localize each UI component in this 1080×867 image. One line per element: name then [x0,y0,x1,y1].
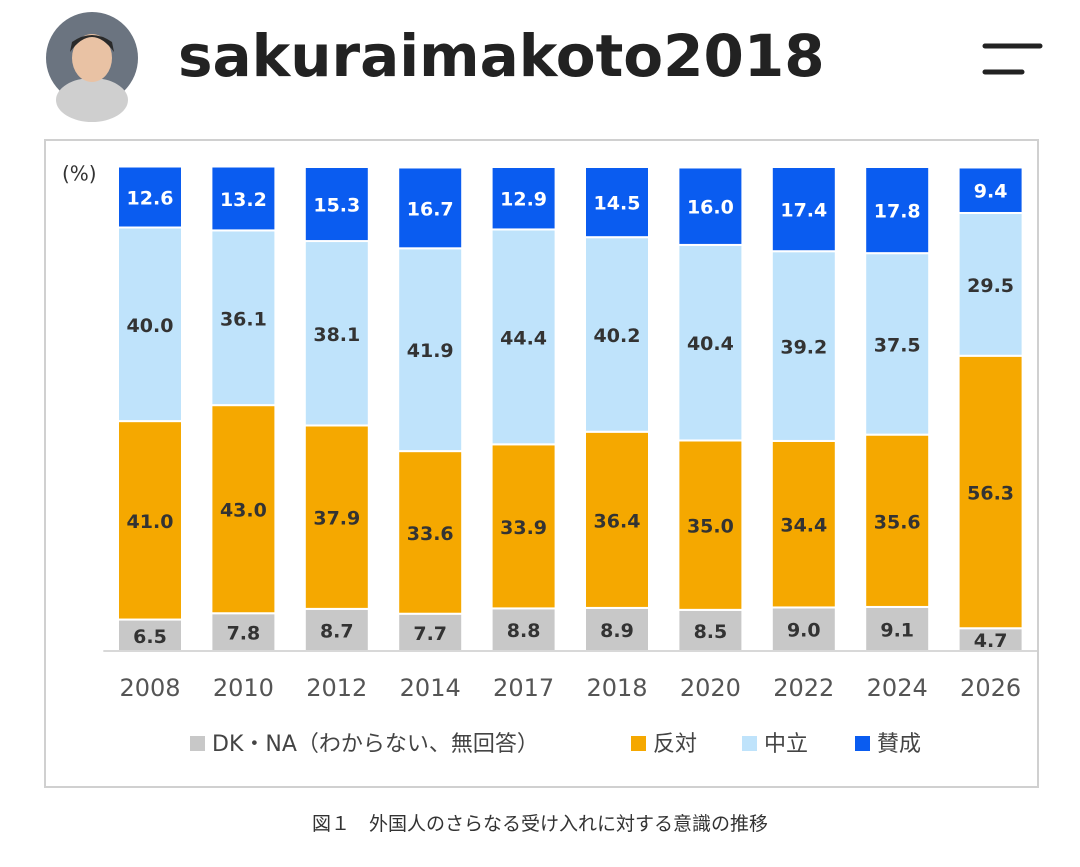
caption: 図１ 外国人のさらなる受け入れに対する意識の推移 [312,813,768,835]
bar-segment [677,243,744,442]
bar-segment [490,228,557,446]
username[interactable]: sakuraimakoto2018 [178,22,825,90]
y-unit-label: (%) [62,162,97,186]
bar-segment [210,165,277,232]
bar-segment [490,443,557,610]
menu-icon[interactable] [982,43,1043,75]
bar-segment [864,166,931,255]
bar-segment [117,618,183,652]
data-label: 40.0 [127,315,174,337]
data-label: 41.9 [407,340,454,362]
bar-segment [957,166,1024,214]
data-label: 37.5 [874,334,921,356]
data-label: 56.3 [967,483,1014,505]
data-label: 37.9 [313,508,360,530]
x-tick-label: 2024 [867,674,928,702]
data-label: 7.8 [227,623,261,645]
bar-segment [210,404,277,615]
bar-segment [397,450,464,615]
bar-segment [864,433,931,608]
data-label: 36.4 [594,510,641,532]
bar-segment [303,424,370,610]
data-label: 29.5 [967,275,1014,297]
bar-segment [584,430,650,609]
bar-segment [677,166,744,246]
bar-segment [397,612,464,652]
legend-swatch [742,736,757,751]
data-label: 8.5 [694,621,728,643]
bar-segment [957,354,1024,630]
bar-segment [397,166,464,250]
x-tick-label: 2018 [586,674,647,702]
data-label: 39.2 [780,337,827,359]
avatar-hair [70,35,114,52]
bar-segment [210,229,277,407]
x-tick-label: 2008 [119,674,180,702]
data-label: 35.6 [874,511,921,533]
x-tick-label: 2020 [680,674,741,702]
bar-segment [584,606,650,653]
data-label: 9.4 [974,181,1008,203]
bar-segment [210,612,277,652]
x-tick-label: 2022 [773,674,834,702]
bar-segment [397,247,464,453]
x-tick-label: 2010 [213,674,274,702]
x-tick-label: 2026 [960,674,1021,702]
data-label: 33.9 [500,517,547,539]
data-label: 43.0 [220,500,267,522]
legend-swatch [190,736,205,751]
data-label: 41.0 [127,511,174,533]
data-label: 13.2 [220,189,267,211]
data-label: 12.9 [500,189,547,211]
data-label: 34.4 [780,515,827,537]
legend-label: 賛成 [877,732,921,757]
bar-segment [770,606,837,653]
data-label: 33.6 [407,523,454,545]
data-label: 17.4 [780,200,827,222]
data-label: 4.7 [974,630,1008,652]
avatar[interactable] [46,12,138,122]
data-label: 16.0 [687,197,734,219]
bar-segment [584,166,650,239]
bar-segment [770,250,837,442]
data-label: 14.5 [594,193,641,215]
data-label: 17.8 [874,201,921,223]
data-label: 16.7 [407,198,454,220]
legend-label: 反対 [653,732,697,757]
data-label: 8.9 [600,620,634,642]
data-label: 44.4 [500,327,547,349]
data-label: 8.8 [507,620,541,642]
bar-segment [770,166,837,253]
legend-label: 中立 [764,732,808,757]
bar-segment [303,166,370,243]
x-tick-label: 2012 [306,674,367,702]
data-label: 36.1 [220,308,267,330]
bar-segment [117,420,183,621]
avatar-face [72,34,112,82]
data-label: 40.4 [687,333,734,355]
legend-swatch [631,736,646,751]
bar-segment [770,439,837,609]
data-label: 12.6 [127,188,174,210]
bar-segment [117,165,183,229]
x-tick-label: 2017 [493,674,554,702]
data-label: 38.1 [313,324,360,346]
data-label: 9.1 [880,619,914,641]
avatar-body [56,78,128,122]
legend-label: DK・NA（わからない、無回答） [212,732,539,757]
data-label: 6.5 [133,626,167,648]
data-label: 15.3 [313,195,360,217]
data-label: 9.0 [787,620,821,642]
bar-segment [490,166,557,231]
x-tick-label: 2014 [400,674,461,702]
legend-swatch [855,736,870,751]
data-label: 40.2 [594,325,641,347]
data-label: 8.7 [320,620,354,642]
data-label: 7.7 [413,623,447,645]
data-label: 35.0 [687,516,734,538]
bar-segment [303,607,370,653]
